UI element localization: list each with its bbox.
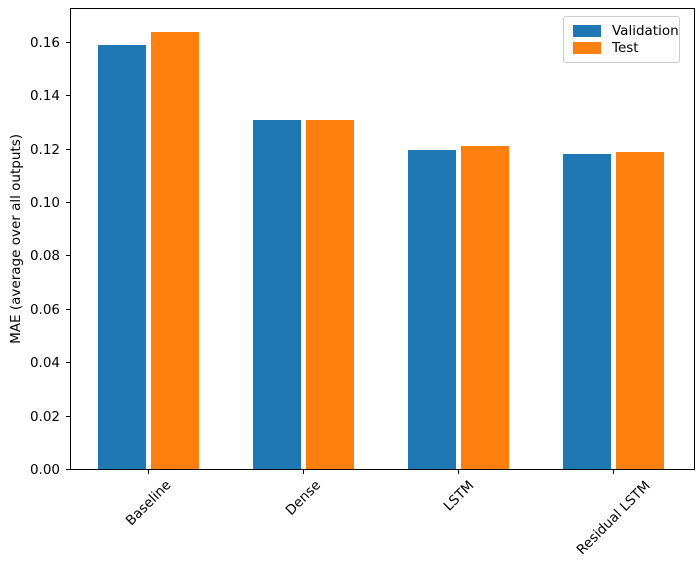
bar-test-residual-lstm	[616, 152, 664, 470]
legend-label-test: Test	[612, 40, 639, 56]
y-tick-mark	[66, 95, 70, 97]
y-tick-mark	[66, 41, 70, 43]
y-tick-label: 0.06	[29, 301, 60, 318]
bar-validation-dense	[253, 120, 301, 470]
bar-test-baseline	[151, 32, 199, 470]
x-tick-label-lstm: LSTM	[440, 477, 477, 515]
legend-label-validation: Validation	[612, 23, 679, 39]
x-tick-mark	[148, 470, 149, 474]
bar-test-lstm	[461, 145, 509, 470]
y-tick-mark	[66, 362, 70, 364]
y-tick-mark	[66, 255, 70, 257]
y-tick-mark	[66, 415, 70, 417]
y-tick-label: 0.14	[29, 88, 60, 105]
y-tick-mark	[66, 148, 70, 150]
y-tick-label: 0.04	[29, 355, 60, 372]
bar-validation-baseline	[98, 45, 146, 470]
y-axis-label: MAE (average over all outputs)	[8, 134, 24, 344]
x-tick-mark	[458, 470, 459, 474]
y-tick-mark	[66, 308, 70, 310]
y-tick-mark	[66, 469, 70, 470]
legend-item-validation: Validation	[573, 23, 679, 39]
x-tick-label-residual-lstm: Residual LSTM	[573, 477, 654, 558]
x-tick-mark	[303, 470, 304, 474]
x-tick-label-baseline: Baseline	[122, 477, 175, 530]
bar-validation-lstm	[408, 149, 456, 470]
y-tick-label: 0.16	[29, 34, 60, 51]
bar-test-dense	[306, 120, 354, 470]
x-tick-mark	[613, 470, 614, 474]
x-tick-label-dense: Dense	[282, 477, 325, 519]
y-tick-label: 0.10	[29, 194, 60, 211]
legend-item-test: Test	[573, 40, 670, 56]
legend: Validation Test	[563, 16, 680, 63]
y-tick-mark	[66, 201, 70, 203]
y-axis-label-wrap: MAE (average over all outputs)	[8, 8, 24, 470]
y-tick-label: 0.02	[29, 408, 60, 425]
y-tick-label: 0.08	[29, 248, 60, 265]
y-tick-label: 0.00	[29, 462, 60, 478]
legend-swatch-test	[573, 42, 601, 54]
legend-swatch-validation	[573, 25, 601, 37]
bar-validation-residual-lstm	[563, 153, 611, 470]
y-tick-label: 0.12	[29, 141, 60, 158]
